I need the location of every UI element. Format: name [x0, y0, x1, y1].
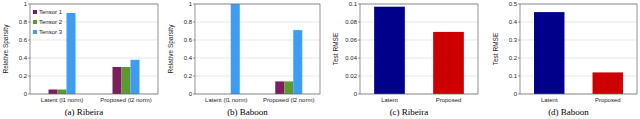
tick-label: 0.08	[345, 19, 357, 25]
bar	[122, 67, 131, 94]
tick-label: 0.2	[184, 73, 193, 79]
tick-label: 0.3	[509, 37, 518, 43]
bar	[293, 30, 302, 94]
tick-label: 0.4	[19, 55, 28, 61]
plot-frame	[30, 4, 158, 94]
tick-label: 0	[514, 91, 518, 97]
tick-label: 0.6	[19, 37, 28, 43]
category-label: Latent (l1 norm)	[41, 97, 83, 103]
tick-label: 0.1	[509, 73, 518, 79]
bar	[49, 90, 58, 95]
bar	[113, 67, 122, 94]
figure: 0 0.2 0.4 0.6 0.8 1 Latent (l1 norm) Proposed (…	[0, 0, 640, 119]
plot-frame	[195, 4, 320, 94]
category-label: Latent	[381, 97, 398, 103]
category-label: Proposed (l2 norm)	[100, 97, 151, 103]
category-label: Proposed	[436, 97, 462, 103]
legend-swatch	[33, 30, 37, 34]
tick-label: 0	[189, 91, 193, 97]
tick-label: 0.4	[184, 55, 193, 61]
bar	[534, 12, 564, 94]
tick-label: 0.2	[19, 73, 28, 79]
marks	[374, 7, 464, 94]
bar	[284, 81, 293, 94]
tick-label: 1	[189, 1, 193, 7]
category-label: Latent (l1 norm)	[205, 97, 247, 103]
caption: (d) Baboon	[548, 107, 589, 117]
legend-swatch	[33, 20, 37, 24]
category-label: Latent	[541, 97, 558, 103]
tick-label: 0.2	[509, 55, 518, 61]
bar	[593, 72, 623, 94]
caption: (c) Ribeira	[390, 107, 429, 117]
legend-label: Tensor 2	[39, 19, 63, 25]
plot-frame	[360, 4, 478, 94]
caption: (b) Baboon	[227, 107, 268, 117]
panel: 0 0.1 0.2 0.3 0.4 0.5 Latent Proposed Test RMSE (…	[492, 1, 637, 117]
tick-label: 0.04	[345, 55, 357, 61]
tick-label: 0.06	[345, 37, 357, 43]
tick-label: 0.8	[184, 19, 193, 25]
y-axis-label: Test RMSE	[492, 32, 499, 65]
category-label: Proposed	[595, 97, 621, 103]
legend-label: Tensor 3	[39, 29, 63, 35]
panel: 0 0.02 0.04 0.06 0.08 0.1 Latent Proposed Test R…	[332, 1, 478, 117]
tick-label: 0.4	[509, 19, 518, 25]
bar	[374, 7, 405, 94]
grid-line	[195, 22, 320, 23]
bar	[231, 4, 240, 94]
tick-label: 0.1	[349, 1, 358, 7]
y-axis-label: Relative Sparsity	[167, 24, 175, 74]
category-label: Proposed (l2 norm)	[263, 97, 314, 103]
legend-label: Tensor 1	[39, 9, 63, 15]
tick-label: 0	[24, 91, 28, 97]
legend-swatch	[33, 10, 37, 14]
bar	[67, 13, 76, 94]
y-axis-label: Test RMSE	[332, 32, 339, 65]
bar	[131, 60, 140, 94]
tick-label: 0.02	[345, 73, 357, 79]
tick-label: 0	[354, 91, 358, 97]
marks	[534, 12, 623, 94]
panel: 0 0.2 0.4 0.6 0.8 1 Latent (l1 norm) Proposed (…	[2, 1, 158, 117]
grid-line	[30, 58, 158, 59]
panel: 0 0.2 0.4 0.6 0.8 1 Latent (l1 norm) Proposed (…	[167, 1, 320, 117]
bar	[275, 81, 284, 94]
tick-label: 1	[24, 1, 28, 7]
bar	[433, 32, 464, 94]
tick-label: 0.8	[19, 19, 28, 25]
tick-label: 0.5	[509, 1, 518, 7]
caption: (a) Ribeira	[65, 107, 104, 117]
plot-frame	[520, 4, 637, 94]
marks	[49, 13, 140, 94]
y-axis-label: Relative Sparsity	[2, 24, 10, 74]
legend: Tensor 1 Tensor 2 Tensor 3	[33, 9, 63, 35]
tick-label: 0.6	[184, 37, 193, 43]
bar	[58, 90, 67, 95]
marks	[231, 4, 303, 94]
grid-line	[30, 40, 158, 41]
